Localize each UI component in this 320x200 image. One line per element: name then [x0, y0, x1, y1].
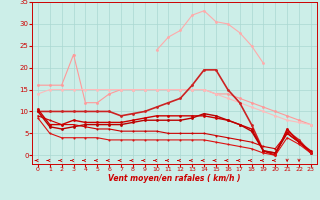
X-axis label: Vent moyen/en rafales ( km/h ): Vent moyen/en rafales ( km/h ): [108, 174, 241, 183]
